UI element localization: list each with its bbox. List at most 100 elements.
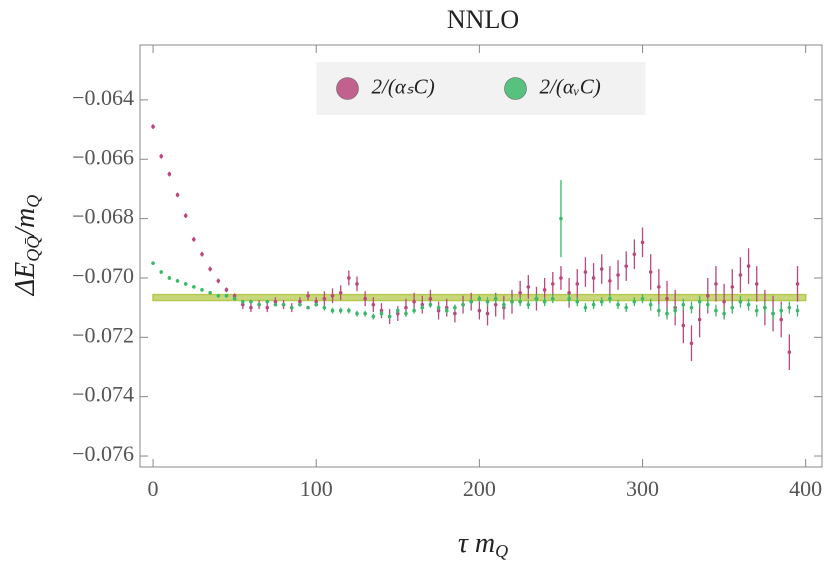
y-tick-label: −0.068 [72, 204, 134, 229]
label-part: τ m [458, 528, 495, 559]
data-point [689, 341, 694, 346]
data-point [330, 308, 335, 313]
legend-label: 2/(αᵥC) [540, 74, 601, 98]
y-tick-label: −0.072 [72, 322, 134, 347]
x-tick-label: 100 [300, 476, 333, 501]
data-point [371, 302, 376, 307]
data-point [722, 311, 726, 316]
y-tick-label: −0.076 [72, 441, 134, 466]
data-point [542, 288, 547, 292]
data-point [648, 270, 653, 274]
data-point [387, 314, 392, 319]
x-tick-label: 400 [789, 476, 822, 501]
data-point [754, 308, 759, 313]
legend-marker [504, 77, 527, 100]
data-point [599, 267, 604, 271]
data-point [444, 308, 449, 313]
data-point [314, 302, 319, 307]
data-point [240, 299, 245, 304]
data-point [363, 296, 367, 301]
data-point [665, 311, 669, 316]
data-point [542, 299, 547, 304]
y-tick-label: −0.070 [72, 263, 134, 288]
data-point [787, 305, 792, 310]
data-point [477, 308, 482, 313]
data-point [493, 296, 498, 301]
x-tick-label: 300 [626, 476, 659, 501]
legend-label: 2/(αₛC) [372, 74, 435, 98]
data-point [754, 282, 759, 286]
data-point [363, 311, 367, 316]
data-point [502, 302, 506, 307]
data-point [518, 290, 522, 295]
data-point [705, 293, 710, 298]
data-point [493, 302, 498, 307]
data-point [298, 302, 302, 307]
y-tick-label: −0.066 [72, 144, 134, 169]
data-point [436, 308, 441, 313]
data-point [306, 305, 310, 310]
data-point [526, 302, 531, 307]
data-point [428, 302, 433, 307]
data-point [559, 216, 563, 221]
data-point [159, 154, 164, 159]
data-point [355, 282, 359, 286]
x-axis-label: τ mQ [458, 528, 508, 561]
data-point [632, 252, 637, 257]
data-point [420, 305, 425, 310]
data-point [608, 279, 612, 283]
data-point [224, 293, 229, 298]
data-point [257, 302, 261, 307]
data-point [771, 311, 775, 316]
data-point [648, 302, 653, 307]
data-point [640, 296, 645, 301]
data-point [192, 285, 196, 289]
data-point [575, 282, 580, 286]
data-point [395, 308, 400, 313]
data-point [347, 276, 351, 280]
data-point [183, 213, 188, 218]
data-point [281, 302, 286, 307]
data-point [746, 302, 751, 307]
data-point [273, 299, 278, 304]
data-point [322, 305, 327, 310]
data-point [714, 282, 718, 286]
data-point [657, 285, 661, 289]
y-tick-label: −0.064 [72, 85, 134, 110]
data-point [657, 308, 661, 313]
data-point [518, 299, 522, 304]
data-point [192, 237, 196, 242]
data-point [428, 296, 433, 301]
data-point [322, 296, 327, 301]
data-point [167, 172, 172, 176]
data-point [216, 279, 221, 283]
data-point [583, 305, 588, 310]
data-point [591, 276, 596, 280]
data-point [616, 302, 620, 307]
data-point [412, 308, 416, 313]
data-point [534, 296, 539, 301]
data-point [485, 299, 490, 304]
data-point [787, 350, 792, 354]
data-point [175, 279, 180, 283]
data-point [289, 305, 294, 310]
data-point [240, 302, 245, 307]
data-point [567, 290, 571, 295]
data-point [510, 299, 514, 304]
data-point [526, 285, 531, 289]
data-point [453, 305, 457, 310]
data-point [624, 305, 629, 310]
data-point [730, 285, 735, 289]
data-point [469, 299, 474, 304]
data-point [632, 299, 637, 304]
data-point [763, 305, 767, 310]
legend-marker [336, 77, 359, 100]
data-point [722, 299, 726, 304]
data-point [795, 282, 800, 286]
y-tick-label: −0.074 [72, 382, 134, 407]
data-point [175, 193, 180, 197]
data-point [232, 296, 237, 301]
data-point [550, 282, 555, 286]
